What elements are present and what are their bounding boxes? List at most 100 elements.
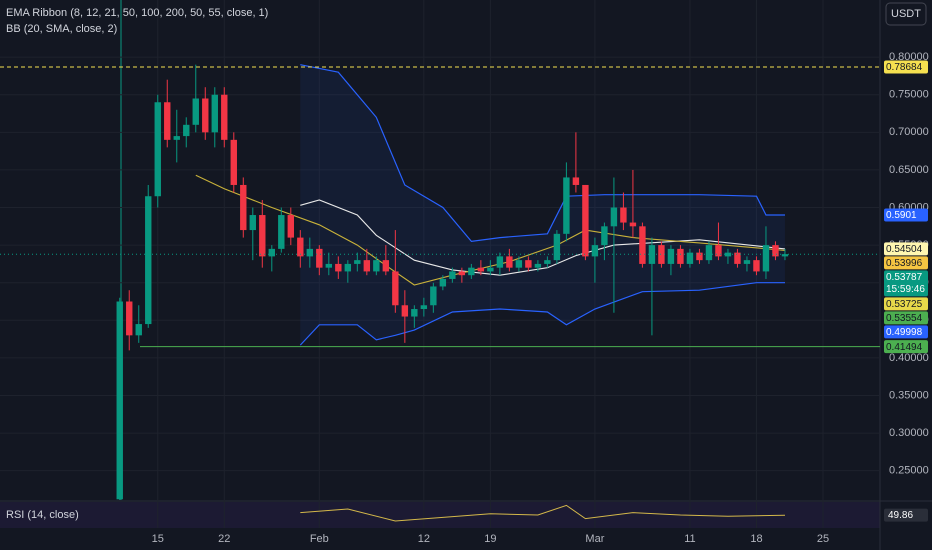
candle-body (373, 260, 380, 272)
candle-body (249, 215, 256, 231)
price-badge (884, 297, 928, 311)
candle-body (734, 252, 741, 264)
candle-body (145, 196, 152, 325)
rsi-value: 49.86 (888, 510, 913, 521)
price-badge (884, 256, 928, 270)
candle-body (715, 245, 722, 257)
candle-body (183, 124, 190, 137)
y-tick-label: 0.30000 (889, 427, 929, 439)
candle-body (506, 256, 513, 268)
candle-body (240, 184, 247, 231)
price-badge-label: 0.54504 (886, 244, 923, 255)
candle-body (449, 271, 456, 279)
candle-body (572, 177, 580, 185)
candle-body (164, 102, 171, 140)
y-tick-label: 0.70000 (889, 126, 929, 138)
price-badge-label: 0.53554 (886, 313, 923, 324)
price-badge (884, 270, 928, 297)
candle-body (287, 215, 294, 238)
price-badge (884, 208, 928, 222)
x-tick-label: 19 (484, 533, 496, 545)
candle-body (325, 263, 333, 268)
candle-body (192, 98, 199, 125)
candle-body (154, 102, 161, 197)
candle-body (430, 286, 437, 306)
price-badge-label: 0.53787 (886, 272, 923, 283)
y-tick-label: 0.35000 (889, 389, 929, 401)
price-badge-label: 0.53996 (886, 258, 923, 269)
candle-body (667, 248, 675, 264)
rsi-panel (0, 502, 880, 528)
band-line (299, 282, 785, 346)
candle-body (221, 94, 228, 140)
x-tick-label: Feb (310, 533, 329, 545)
price-badge-label: 0.53725 (886, 299, 923, 310)
candle-body (658, 245, 665, 264)
price-badge (884, 242, 928, 256)
candle-body (344, 263, 352, 272)
x-tick-label: 18 (750, 533, 762, 545)
currency-button[interactable] (885, 2, 927, 26)
candle-body (316, 248, 323, 268)
candle-body (278, 215, 285, 249)
candle-body (297, 237, 304, 257)
candle-body (335, 263, 342, 272)
price-badge-label: 0.49998 (886, 327, 923, 338)
candle-body (677, 248, 684, 264)
ema-line (195, 174, 786, 286)
ema-line (300, 199, 786, 276)
x-tick-label: 15 (152, 533, 164, 545)
candle-body (534, 263, 542, 268)
y-tick-label: 0.65000 (889, 164, 929, 176)
rsi-label: RSI (14, close) (6, 509, 79, 521)
candle-body (268, 248, 275, 257)
candle-body (591, 245, 599, 257)
candle-body (705, 245, 713, 261)
x-tick-label: 25 (817, 533, 829, 545)
band-fill (300, 64, 785, 346)
price-badge-label: 0.78684 (886, 62, 923, 73)
price-badge-label: 0.5901 (886, 210, 917, 221)
candle-body (420, 305, 428, 310)
candle-body (306, 248, 314, 257)
x-tick-label: 22 (218, 533, 230, 545)
candle-body (582, 184, 589, 257)
rsi-badge (884, 508, 928, 522)
candle-body (686, 252, 694, 264)
price-badge-label: 0.41494 (886, 342, 923, 353)
y-tick-label: 0.25000 (889, 465, 929, 477)
candle-body (401, 305, 409, 317)
candle-body (601, 226, 608, 246)
candle-body (135, 324, 142, 336)
candle-body (762, 245, 770, 272)
candle-body (544, 260, 551, 264)
candle-body (173, 136, 180, 140)
y-tick-label: 0.80000 (889, 51, 929, 63)
x-tick-label: 12 (418, 533, 430, 545)
price-badge (884, 60, 928, 74)
candle-body (487, 267, 494, 272)
x-tick-label: 11 (684, 533, 695, 545)
price-badge (884, 340, 928, 354)
candle-body (629, 222, 637, 227)
y-tick-label: 0.75000 (889, 89, 929, 101)
candle-body (496, 256, 504, 268)
candle-body (620, 207, 627, 223)
candle-body (610, 207, 618, 227)
countdown: 15:59:46 (886, 284, 925, 295)
candle-body (563, 177, 570, 234)
candle-body (525, 260, 532, 268)
candle-body (772, 245, 779, 257)
candle-body (515, 260, 523, 268)
candle-body (259, 215, 266, 257)
currency-label[interactable]: USDT (891, 8, 921, 20)
candle-body (363, 260, 371, 272)
candle-body (743, 260, 751, 264)
candle-body (477, 267, 485, 272)
x-tick-label: Mar (585, 533, 604, 545)
candle-body (382, 260, 390, 272)
indicator-label: BB (20, SMA, close, 2) (6, 23, 117, 35)
candle-body (392, 271, 399, 306)
